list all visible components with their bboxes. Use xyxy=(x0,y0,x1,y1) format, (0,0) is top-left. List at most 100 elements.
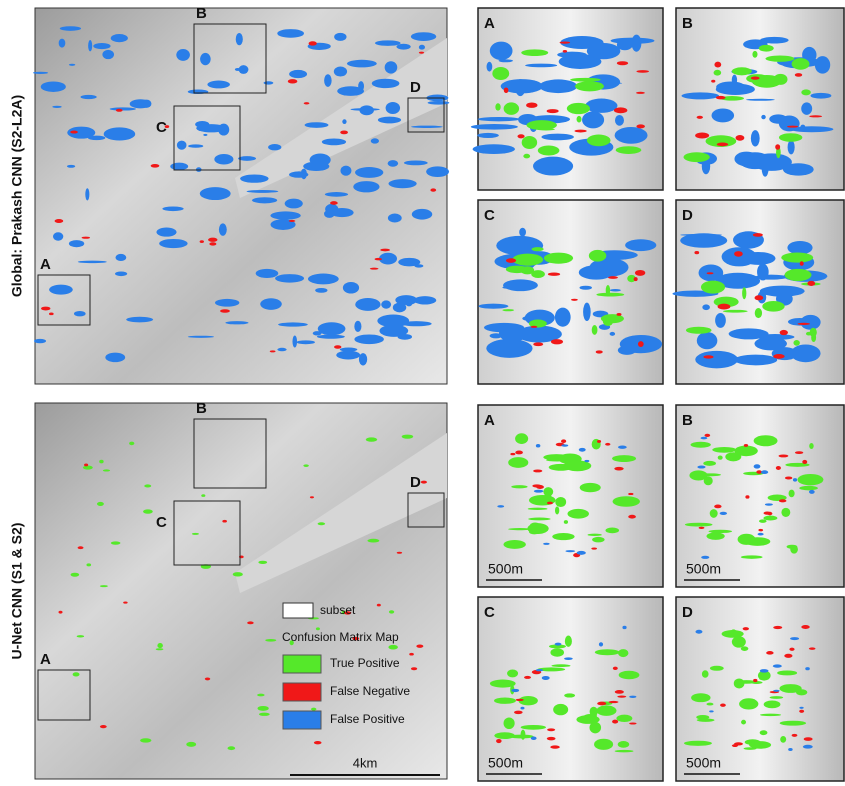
map-patch xyxy=(547,502,553,505)
map-patch xyxy=(618,649,628,657)
map-patch xyxy=(192,533,199,535)
map-patch xyxy=(709,530,732,533)
map-patch xyxy=(610,332,615,336)
map-patch xyxy=(636,124,645,128)
map-patch xyxy=(324,210,335,218)
map-patch xyxy=(330,201,338,205)
map-patch xyxy=(497,505,504,508)
scale-label: 4km xyxy=(353,755,378,770)
map-patch xyxy=(533,342,543,346)
inset-letter: A xyxy=(484,15,495,32)
map-patch xyxy=(789,490,795,498)
map-patch xyxy=(378,117,401,124)
map-patch xyxy=(325,192,348,197)
map-patch xyxy=(779,454,789,457)
map-patch xyxy=(760,37,789,44)
map-patch xyxy=(492,67,509,80)
map-patch xyxy=(355,167,383,178)
map-patch xyxy=(531,736,537,740)
map-patch xyxy=(340,130,348,134)
map-patch xyxy=(93,43,110,49)
legend-label: True Positive xyxy=(330,656,400,670)
map-patch xyxy=(550,648,564,657)
map-patch xyxy=(617,61,628,65)
map-patch xyxy=(416,644,423,647)
map-patch xyxy=(559,41,570,43)
map-patch xyxy=(741,646,749,651)
map-patch xyxy=(140,738,151,742)
map-patch xyxy=(78,261,107,263)
map-patch xyxy=(186,742,196,747)
map-patch xyxy=(565,636,572,647)
map-patch xyxy=(508,528,531,530)
map-patch xyxy=(628,515,636,519)
map-patch xyxy=(618,446,627,449)
map-patch xyxy=(720,703,726,706)
map-patch xyxy=(695,630,702,634)
map-patch xyxy=(729,328,769,339)
map-patch xyxy=(809,443,813,449)
map-patch xyxy=(336,351,360,360)
map-patch xyxy=(543,543,550,545)
map-patch xyxy=(375,40,401,46)
map-patch xyxy=(615,750,634,753)
map-patch xyxy=(785,476,792,479)
map-patch xyxy=(760,714,781,717)
map-patch xyxy=(170,163,188,171)
map-patch xyxy=(801,89,811,95)
map-patch xyxy=(732,636,746,648)
map-patch xyxy=(716,96,726,100)
map-patch xyxy=(228,746,236,750)
map-patch xyxy=(686,327,712,334)
map-patch xyxy=(759,45,774,52)
map-patch xyxy=(787,241,812,255)
map-patch xyxy=(541,134,574,141)
map-patch xyxy=(610,289,621,291)
map-patch xyxy=(310,496,314,498)
map-patch xyxy=(584,460,589,462)
map-patch xyxy=(34,339,46,343)
map-patch xyxy=(608,276,618,279)
map-patch xyxy=(615,115,624,126)
map-patch xyxy=(564,657,573,660)
map-patch xyxy=(596,350,603,353)
map-patch xyxy=(617,313,622,316)
map-patch xyxy=(597,702,606,706)
map-patch xyxy=(691,442,711,448)
map-patch xyxy=(577,551,586,555)
map-patch xyxy=(701,281,725,294)
map-patch xyxy=(634,277,638,281)
map-patch xyxy=(528,508,548,510)
map-patch xyxy=(73,672,80,676)
map-patch xyxy=(680,234,722,236)
map-patch xyxy=(741,720,746,725)
map-patch xyxy=(702,670,709,678)
map-patch xyxy=(725,452,741,461)
map-patch xyxy=(773,354,785,359)
legend-swatch xyxy=(283,711,321,729)
subset-letter: D xyxy=(410,79,421,96)
map-patch xyxy=(547,728,555,731)
map-patch xyxy=(787,545,798,549)
map-patch xyxy=(718,455,723,459)
map-patch xyxy=(695,351,738,368)
map-patch xyxy=(105,353,125,363)
inset-background xyxy=(676,405,844,587)
map-patch xyxy=(716,81,745,92)
map-patch xyxy=(697,332,718,349)
map-patch xyxy=(523,154,530,159)
map-patch xyxy=(705,434,711,437)
map-patch xyxy=(596,705,616,715)
map-patch xyxy=(527,120,557,130)
map-patch xyxy=(157,643,162,648)
map-patch xyxy=(519,228,526,237)
map-patch xyxy=(33,72,48,74)
inset-letter: D xyxy=(682,207,693,224)
map-patch xyxy=(736,135,745,141)
map-patch xyxy=(695,133,709,139)
map-patch xyxy=(588,534,602,536)
map-patch xyxy=(613,667,618,670)
map-patch xyxy=(260,298,282,310)
map-patch xyxy=(582,111,604,128)
map-patch xyxy=(314,741,322,744)
